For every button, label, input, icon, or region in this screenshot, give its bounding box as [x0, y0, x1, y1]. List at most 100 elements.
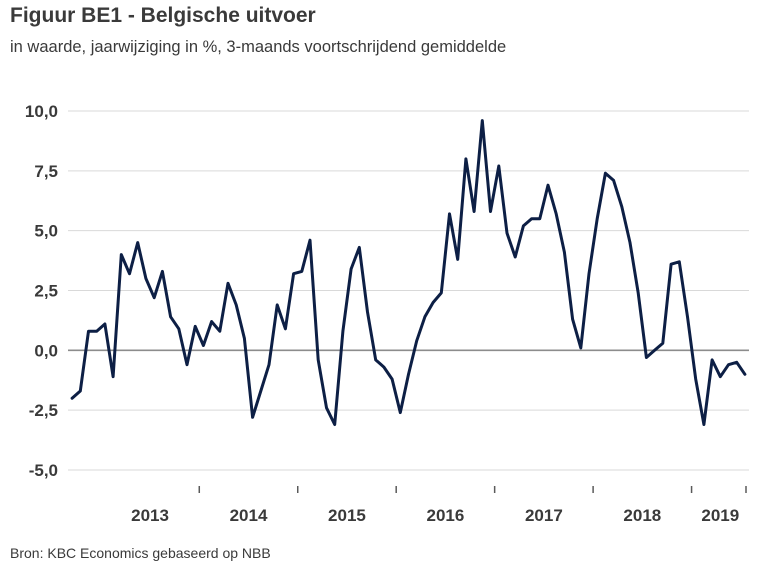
data-point — [79, 389, 82, 393]
data-point — [399, 411, 402, 414]
data-point — [448, 212, 451, 216]
data-point — [628, 241, 632, 244]
data-point — [497, 164, 500, 168]
data-point — [423, 315, 427, 318]
data-point — [530, 217, 533, 220]
data-point — [694, 377, 697, 381]
y-tick-label: -2,5 — [29, 401, 58, 420]
data-point — [317, 358, 320, 362]
data-point — [431, 301, 435, 304]
data-point — [686, 315, 689, 318]
data-point — [727, 363, 730, 366]
data-point — [382, 365, 386, 369]
x-tick-label: 2013 — [131, 506, 169, 525]
data-point — [563, 251, 566, 254]
data-point — [267, 363, 271, 366]
y-tick-label: 0,0 — [34, 341, 58, 360]
data-point — [341, 330, 345, 333]
x-tick-label: 2019 — [701, 506, 739, 525]
data-point — [349, 267, 353, 271]
data-point — [637, 291, 640, 295]
data-point — [374, 358, 377, 362]
data-point — [579, 346, 582, 350]
data-point — [103, 322, 107, 326]
data-point — [308, 239, 312, 242]
data-point — [702, 423, 706, 426]
data-point — [120, 253, 123, 256]
data-point — [177, 327, 180, 330]
data-point — [464, 157, 468, 161]
data-point — [185, 363, 189, 366]
data-point — [366, 310, 369, 314]
data-point — [333, 423, 336, 426]
data-point — [604, 172, 607, 175]
data-point — [710, 358, 714, 362]
y-tick-label: -5,0 — [29, 461, 58, 480]
data-point — [202, 344, 205, 347]
x-tick-label: 2017 — [525, 506, 563, 525]
data-point — [169, 315, 172, 318]
data-point — [259, 389, 262, 393]
data-point — [284, 327, 287, 330]
data-point — [719, 375, 722, 378]
data-point — [514, 255, 517, 259]
y-tick-label: 2,5 — [34, 282, 58, 301]
data-point — [743, 373, 747, 376]
data-point — [243, 337, 246, 340]
data-point — [571, 318, 574, 321]
data-point — [210, 320, 213, 323]
data-point — [415, 339, 418, 342]
data-point — [505, 231, 509, 235]
data-point — [300, 270, 303, 273]
data-point — [128, 272, 131, 275]
chart-subtitle: in waarde, jaarwijziging in %, 3-maands … — [10, 38, 507, 56]
x-tick-label: 2014 — [230, 506, 268, 525]
data-point — [645, 356, 648, 359]
data-point — [144, 277, 148, 280]
data-point — [522, 224, 525, 228]
x-tick-label: 2015 — [328, 506, 366, 525]
data-point — [661, 342, 664, 345]
data-point — [407, 373, 410, 376]
data-point — [440, 291, 443, 295]
data-point — [481, 119, 484, 122]
y-tick-label: 10,0 — [25, 102, 58, 121]
data-point — [251, 416, 254, 419]
data-point — [218, 330, 221, 333]
y-tick-label: 5,0 — [34, 222, 58, 241]
data-point — [153, 296, 156, 299]
data-point — [669, 263, 673, 266]
data-point — [735, 361, 738, 364]
data-point — [136, 241, 139, 244]
data-point — [325, 406, 328, 409]
data-point — [226, 282, 230, 285]
data-point — [358, 246, 361, 249]
data-point — [538, 217, 541, 220]
y-tick-label: 7,5 — [34, 162, 58, 181]
data-point — [596, 217, 599, 220]
data-point — [276, 303, 279, 307]
series-line — [70, 119, 747, 426]
data-point — [292, 272, 295, 275]
data-point — [390, 377, 394, 381]
data-point — [472, 210, 476, 213]
data-point — [111, 375, 115, 378]
data-point — [546, 184, 550, 187]
data-point — [456, 258, 459, 261]
x-tick-label: 2018 — [623, 506, 661, 525]
data-point — [161, 270, 164, 273]
data-point — [620, 205, 623, 208]
data-point — [612, 179, 615, 182]
data-point — [95, 330, 98, 333]
data-point — [194, 325, 197, 328]
x-tick-label: 2016 — [427, 506, 465, 525]
data-point — [653, 349, 656, 352]
source-note: Bron: KBC Economics gebaseerd op NBB — [10, 545, 271, 561]
data-point — [587, 272, 591, 275]
data-point — [235, 303, 238, 307]
data-point — [555, 212, 558, 216]
chart-title: Figuur BE1 - Belgische uitvoer — [10, 4, 316, 27]
data-point — [70, 397, 74, 400]
data-point — [489, 210, 492, 213]
